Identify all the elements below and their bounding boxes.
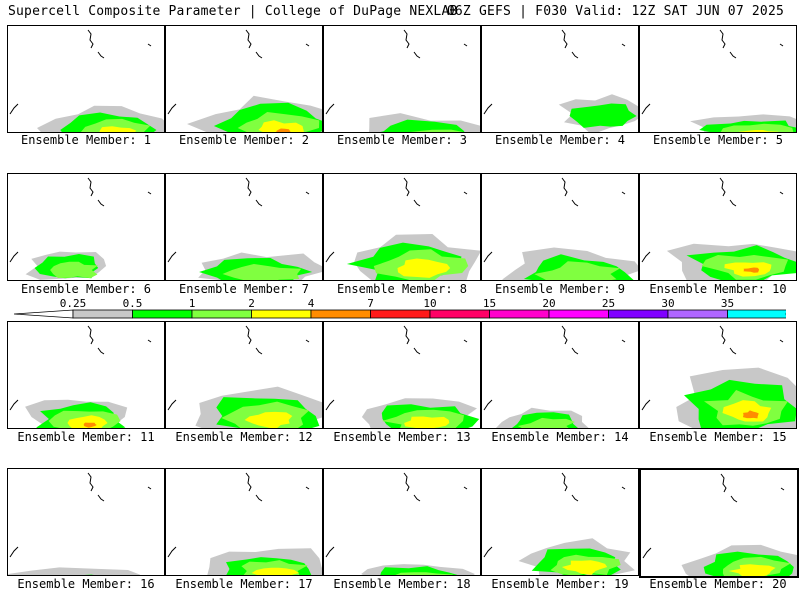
member-label: Ensemble Member: 17	[175, 577, 313, 591]
parameter-map	[325, 29, 480, 132]
colorbar-segment	[548, 309, 609, 319]
member-map-panel[interactable]	[481, 25, 639, 133]
member-label: Ensemble Member: 1	[20, 133, 152, 147]
run-valid-time: 06Z GEFS | F030 Valid: 12Z SAT JUN 07 20…	[446, 4, 784, 19]
member-map-panel[interactable]	[7, 321, 165, 429]
colorbar-tick-label: 7	[367, 297, 374, 310]
member-map-panel[interactable]	[165, 321, 323, 429]
member-label: Ensemble Member: 18	[333, 577, 471, 591]
parameter-map	[9, 325, 152, 428]
colorbar-segment	[132, 309, 193, 319]
parameter-map	[642, 473, 797, 576]
member-label: Ensemble Member: 8	[336, 282, 468, 296]
member-label: Ensemble Member: 12	[175, 430, 313, 444]
parameter-map	[9, 29, 164, 132]
member-map-panel[interactable]	[639, 468, 799, 578]
member-map-panel[interactable]	[165, 468, 323, 576]
colorbar-tick-label: 0.25	[59, 297, 87, 310]
member-map-panel[interactable]	[7, 468, 165, 576]
member-map-panel[interactable]	[7, 25, 165, 133]
colorbar-segment	[310, 309, 371, 319]
parameter-map	[9, 177, 152, 280]
parameter-map	[167, 177, 322, 280]
colorbar-tick-label: 30	[661, 297, 675, 310]
colorbar-segment	[72, 309, 133, 319]
parameter-map	[483, 29, 638, 132]
parameter-map	[325, 177, 480, 280]
parameter-map	[641, 325, 796, 428]
colorbar-segment	[429, 309, 490, 319]
parameter-map	[167, 472, 322, 575]
member-label: Ensemble Member: 14	[491, 430, 629, 444]
colorbar-segment	[251, 309, 312, 319]
parameter-map	[167, 325, 322, 428]
member-label: Ensemble Member: 7	[178, 282, 310, 296]
member-label: Ensemble Member: 6	[20, 282, 152, 296]
member-map-panel[interactable]	[323, 173, 481, 281]
member-map-panel[interactable]	[481, 321, 639, 429]
colorbar-segment	[191, 309, 252, 319]
colorbar-tick-label: 25	[601, 297, 616, 310]
member-label: Ensemble Member: 2	[178, 133, 310, 147]
member-map-panel[interactable]	[481, 173, 639, 281]
parameter-map	[325, 325, 480, 428]
colorbar-tick-label: 0.5	[122, 297, 143, 310]
member-map-panel[interactable]	[323, 25, 481, 133]
colorbar-tick-label: 20	[542, 297, 556, 310]
colorbar-tick-label: 35	[720, 297, 735, 310]
colorbar-segment	[727, 309, 786, 319]
member-label: Ensemble Member: 4	[494, 133, 626, 147]
colorbar-tick-label: 4	[307, 297, 315, 310]
colorbar-segment	[608, 309, 669, 319]
colorbar-tick-label: 15	[482, 297, 497, 310]
colorbar-segment	[370, 309, 431, 319]
member-label: Ensemble Member: 20	[649, 577, 787, 591]
colorbar-tick-label: 1	[188, 297, 196, 310]
member-label: Ensemble Member: 3	[336, 133, 468, 147]
parameter-map	[483, 325, 626, 428]
colorbar-low-arrow	[14, 309, 74, 319]
member-map-panel[interactable]	[165, 173, 323, 281]
parameter-map	[325, 472, 475, 575]
member-map-panel[interactable]	[639, 173, 797, 281]
member-map-panel[interactable]	[7, 173, 165, 281]
color-scale-legend	[14, 309, 786, 319]
parameter-map	[483, 472, 635, 575]
parameter-map	[641, 177, 796, 280]
member-map-panel[interactable]	[323, 468, 481, 576]
member-map-panel[interactable]	[639, 321, 797, 429]
member-label: Ensemble Member: 13	[333, 430, 471, 444]
colorbar-segment	[489, 309, 550, 319]
member-map-panel[interactable]	[639, 25, 797, 133]
member-label: Ensemble Member: 11	[17, 430, 155, 444]
member-label: Ensemble Member: 5	[652, 133, 784, 147]
colorbar-tick-label: 2	[248, 297, 255, 310]
member-label: Ensemble Member: 10	[649, 282, 787, 296]
colorbar-segment	[667, 309, 728, 319]
parameter-map	[483, 177, 638, 280]
parameter-map	[167, 29, 322, 132]
member-label: Ensemble Member: 19	[491, 577, 629, 591]
colorbar-tick-label: 10	[423, 297, 437, 310]
member-map-panel[interactable]	[165, 25, 323, 133]
member-map-panel[interactable]	[323, 321, 481, 429]
member-label: Ensemble Member: 16	[17, 577, 155, 591]
member-label: Ensemble Member: 15	[649, 430, 787, 444]
map-title: Supercell Composite Parameter | College …	[8, 4, 458, 19]
parameter-map	[8, 472, 152, 575]
member-map-panel[interactable]	[481, 468, 639, 576]
parameter-map	[641, 29, 796, 132]
member-label: Ensemble Member: 9	[494, 282, 626, 296]
